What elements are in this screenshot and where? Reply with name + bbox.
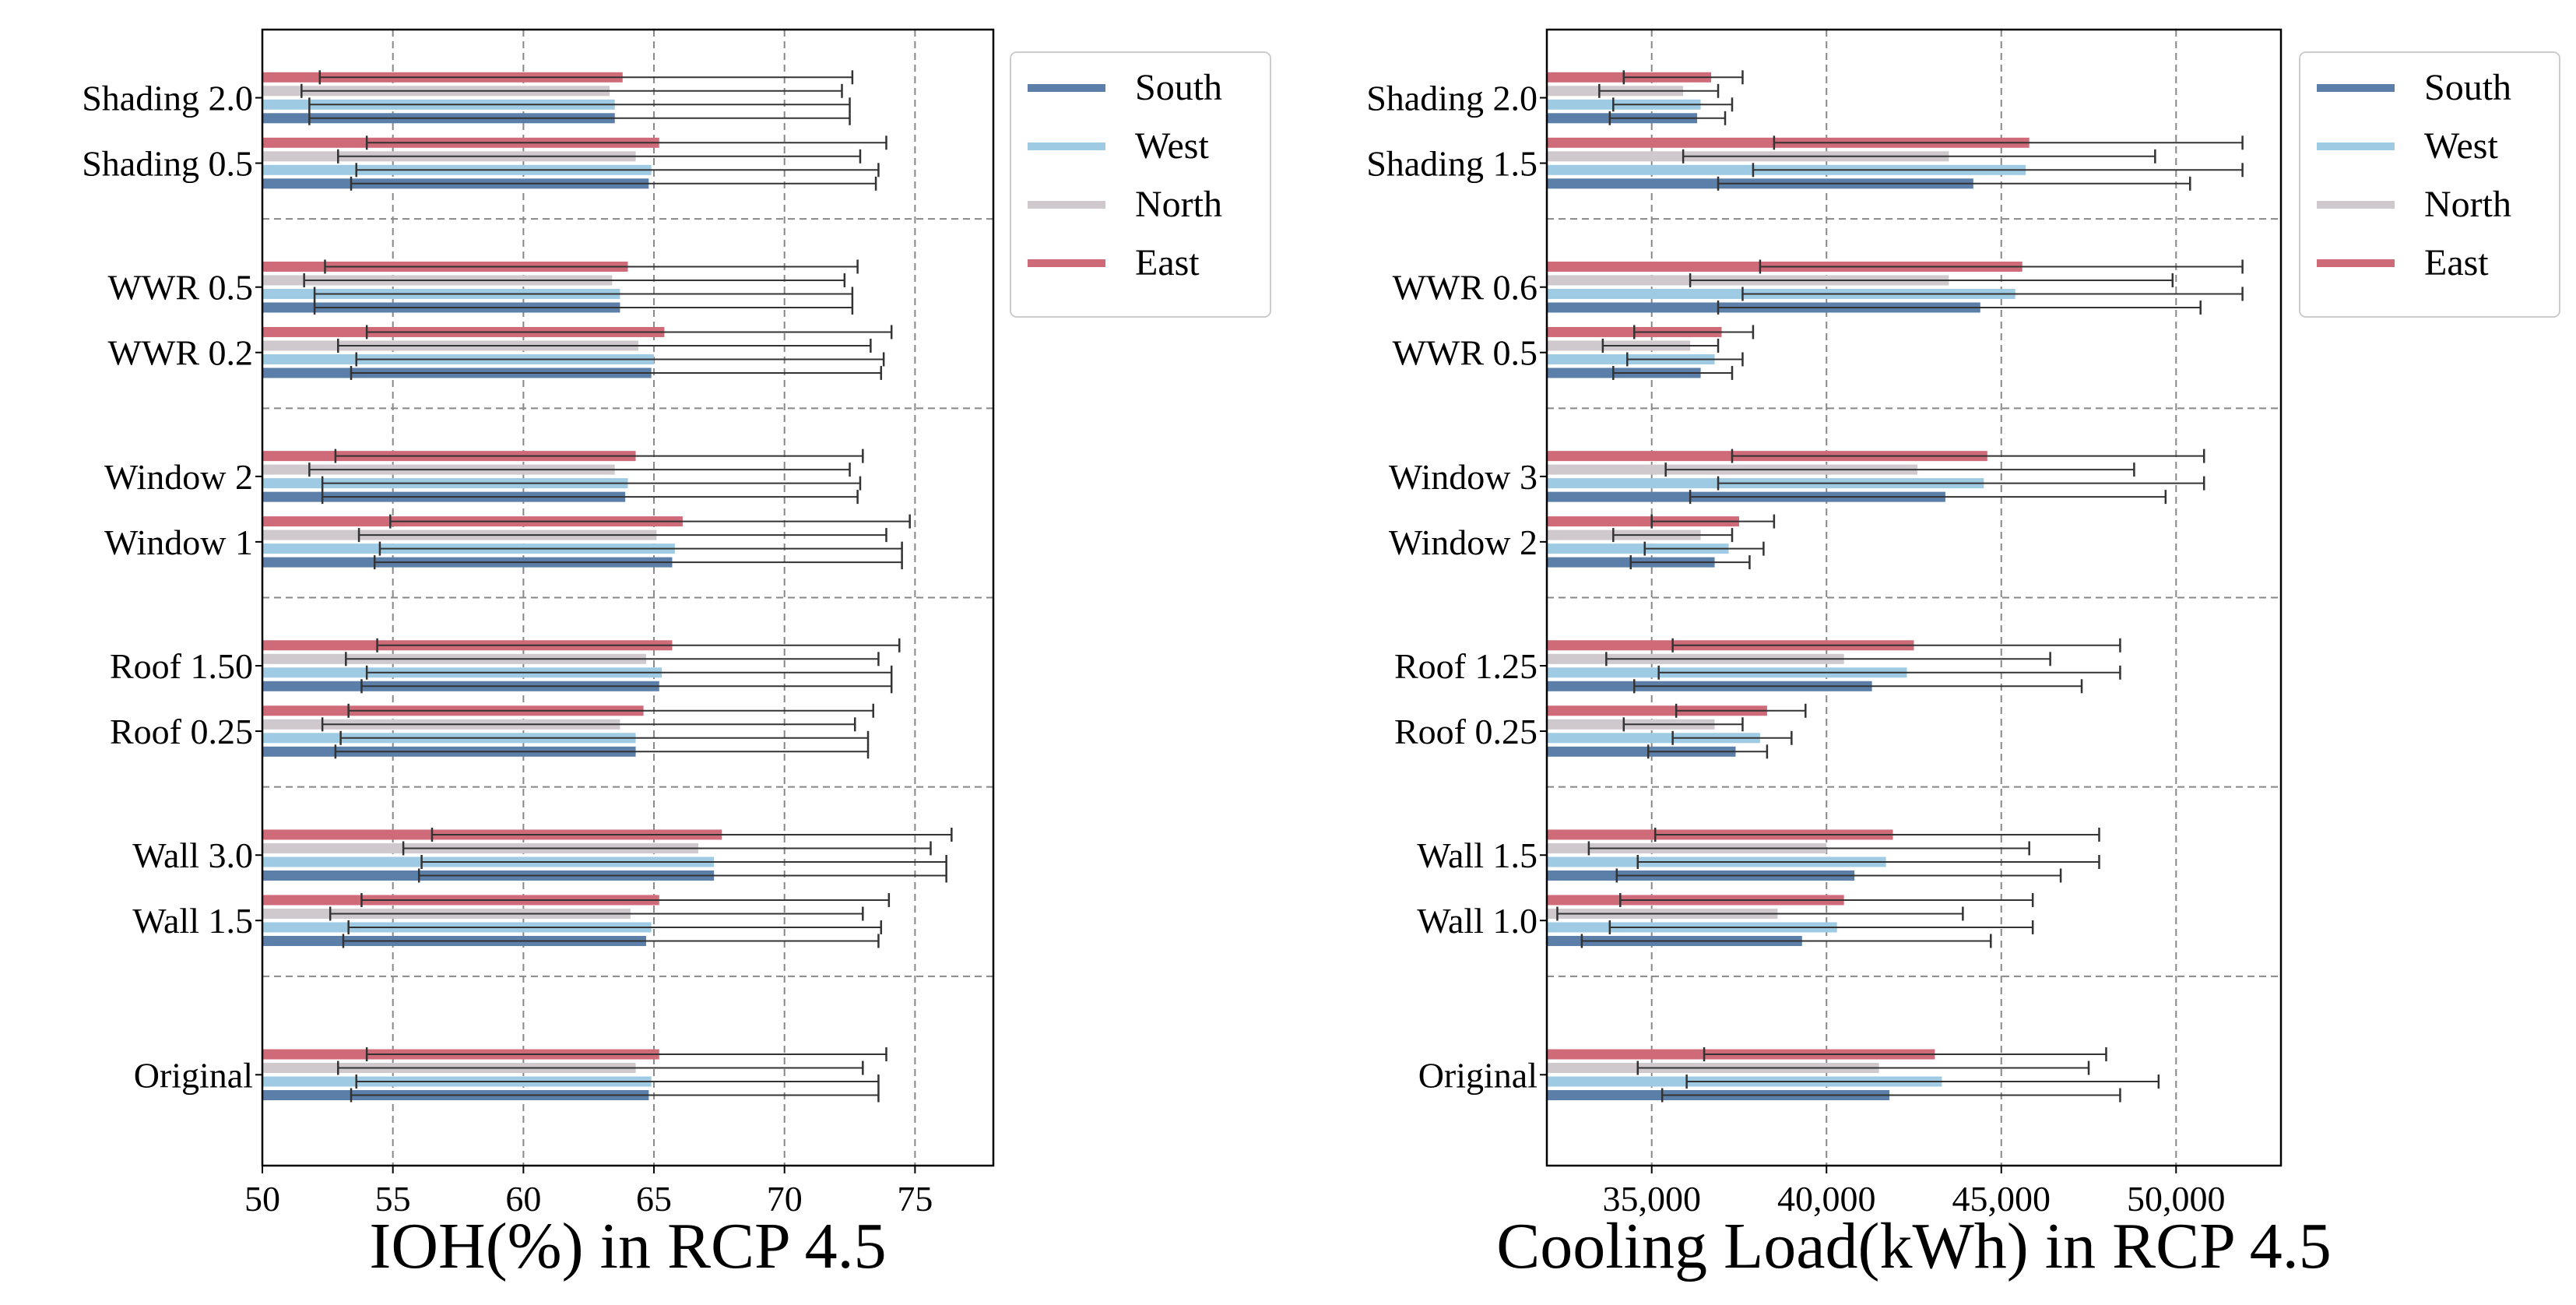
ytick-label: Roof 1.50: [110, 646, 253, 686]
category-original: [262, 1047, 887, 1103]
category-window-2: [1547, 514, 1776, 570]
ytick-label: Window 1: [104, 522, 253, 562]
bar-south: [1547, 746, 1736, 757]
ytick-label: Window 2: [104, 457, 253, 497]
ytick-label: Shading 2.0: [82, 79, 253, 118]
ytick-label: WWR 0.2: [107, 333, 253, 373]
category-roof-0-25: [1547, 703, 1807, 759]
xtick-label: 35,000: [1602, 1179, 1701, 1219]
ytick-label: Original: [1418, 1055, 1538, 1095]
plot-frame: [261, 28, 995, 1167]
category-window-3: [1547, 448, 2205, 505]
category-wwr-0-6: [1547, 259, 2244, 315]
ytick-label: Roof 1.25: [1394, 646, 1538, 686]
xtick-label: 50: [244, 1179, 280, 1219]
ytick-label: Shading 0.5: [82, 144, 253, 184]
xtick-label: 40,000: [1777, 1179, 1876, 1219]
panel-2: Shading 2.0 Shading 1.5 WWR 0.6 WWR 0.5 Wind…: [1366, 28, 2560, 1282]
legend-label-east: East: [2424, 242, 2489, 283]
bar-west: [1547, 543, 1729, 554]
ytick-label: Wall 1.5: [132, 901, 253, 941]
category-wall-1-5: [1547, 827, 2100, 883]
legend-label-west: West: [2424, 125, 2498, 167]
x-axis-title: Cooling Load(kWh) in RCP 4.5: [1496, 1210, 2332, 1282]
panel-1: Shading 2.0 Shading 0.5 WWR 0.5 WWR 0.2 Wind…: [82, 28, 1271, 1282]
xtick-label: 55: [375, 1179, 411, 1219]
xtick-label: 75: [897, 1179, 933, 1219]
ytick-label: Window 3: [1389, 457, 1538, 497]
category-window-2: [262, 448, 864, 505]
ytick-label: Wall 3.0: [132, 835, 253, 875]
legend-label-south: South: [1135, 67, 1222, 108]
ytick-label: WWR 0.6: [1392, 268, 1538, 308]
bar-east: [1547, 705, 1767, 716]
ytick-label: Roof 0.25: [110, 712, 253, 751]
xtick-label: 60: [505, 1179, 541, 1219]
ytick-label: WWR 0.5: [1392, 333, 1538, 373]
bar-east: [1547, 516, 1739, 527]
ytick-label: Wall 1.0: [1417, 901, 1538, 941]
category-original: [1547, 1047, 2160, 1103]
ytick-label: Wall 1.5: [1417, 835, 1538, 875]
xtick-label: 50,000: [2127, 1179, 2226, 1219]
category-shading-2-0: [262, 70, 854, 125]
xtick-label: 65: [636, 1179, 672, 1219]
category-shading-0-5: [262, 135, 887, 191]
legend-label-south: South: [2424, 67, 2511, 108]
plot-frame: [1545, 28, 2283, 1167]
category-wwr-0-2: [262, 325, 893, 380]
legend-label-west: West: [1135, 125, 1209, 167]
category-shading-1-5: [1547, 135, 2244, 191]
category-wall-1-0: [1547, 892, 2034, 948]
category-wall-1-5: [262, 892, 891, 948]
legend: South West North East: [1010, 51, 1271, 318]
ytick-label: Shading 1.5: [1366, 144, 1538, 184]
ytick-label: Shading 2.0: [1366, 79, 1538, 118]
category-roof-0-25: [262, 703, 874, 759]
ytick-label: WWR 0.5: [107, 268, 253, 308]
legend-label-north: North: [1135, 184, 1222, 225]
legend-box: [2299, 51, 2560, 318]
xtick-label: 70: [767, 1179, 803, 1219]
xtick-label: 45,000: [1952, 1179, 2051, 1219]
category-wall-3-0: [262, 827, 953, 883]
category-shading-2-0: [1547, 70, 1744, 125]
ytick-label: Original: [134, 1055, 253, 1095]
category-wwr-0-5: [1547, 325, 1755, 380]
ytick-label: Roof 0.25: [1394, 712, 1538, 751]
legend: South West North East: [2299, 51, 2560, 318]
category-roof-1-50: [262, 638, 901, 694]
legend-box: [1010, 51, 1271, 318]
category-wwr-0-5: [262, 259, 859, 315]
legend-label-north: North: [2424, 184, 2511, 225]
legend-label-east: East: [1135, 242, 1200, 283]
category-window-1: [262, 514, 911, 570]
category-roof-1-25: [1547, 638, 2121, 694]
x-axis-title: IOH(%) in RCP 4.5: [369, 1210, 886, 1282]
ytick-label: Window 2: [1389, 522, 1538, 562]
bar-west: [1547, 733, 1760, 744]
